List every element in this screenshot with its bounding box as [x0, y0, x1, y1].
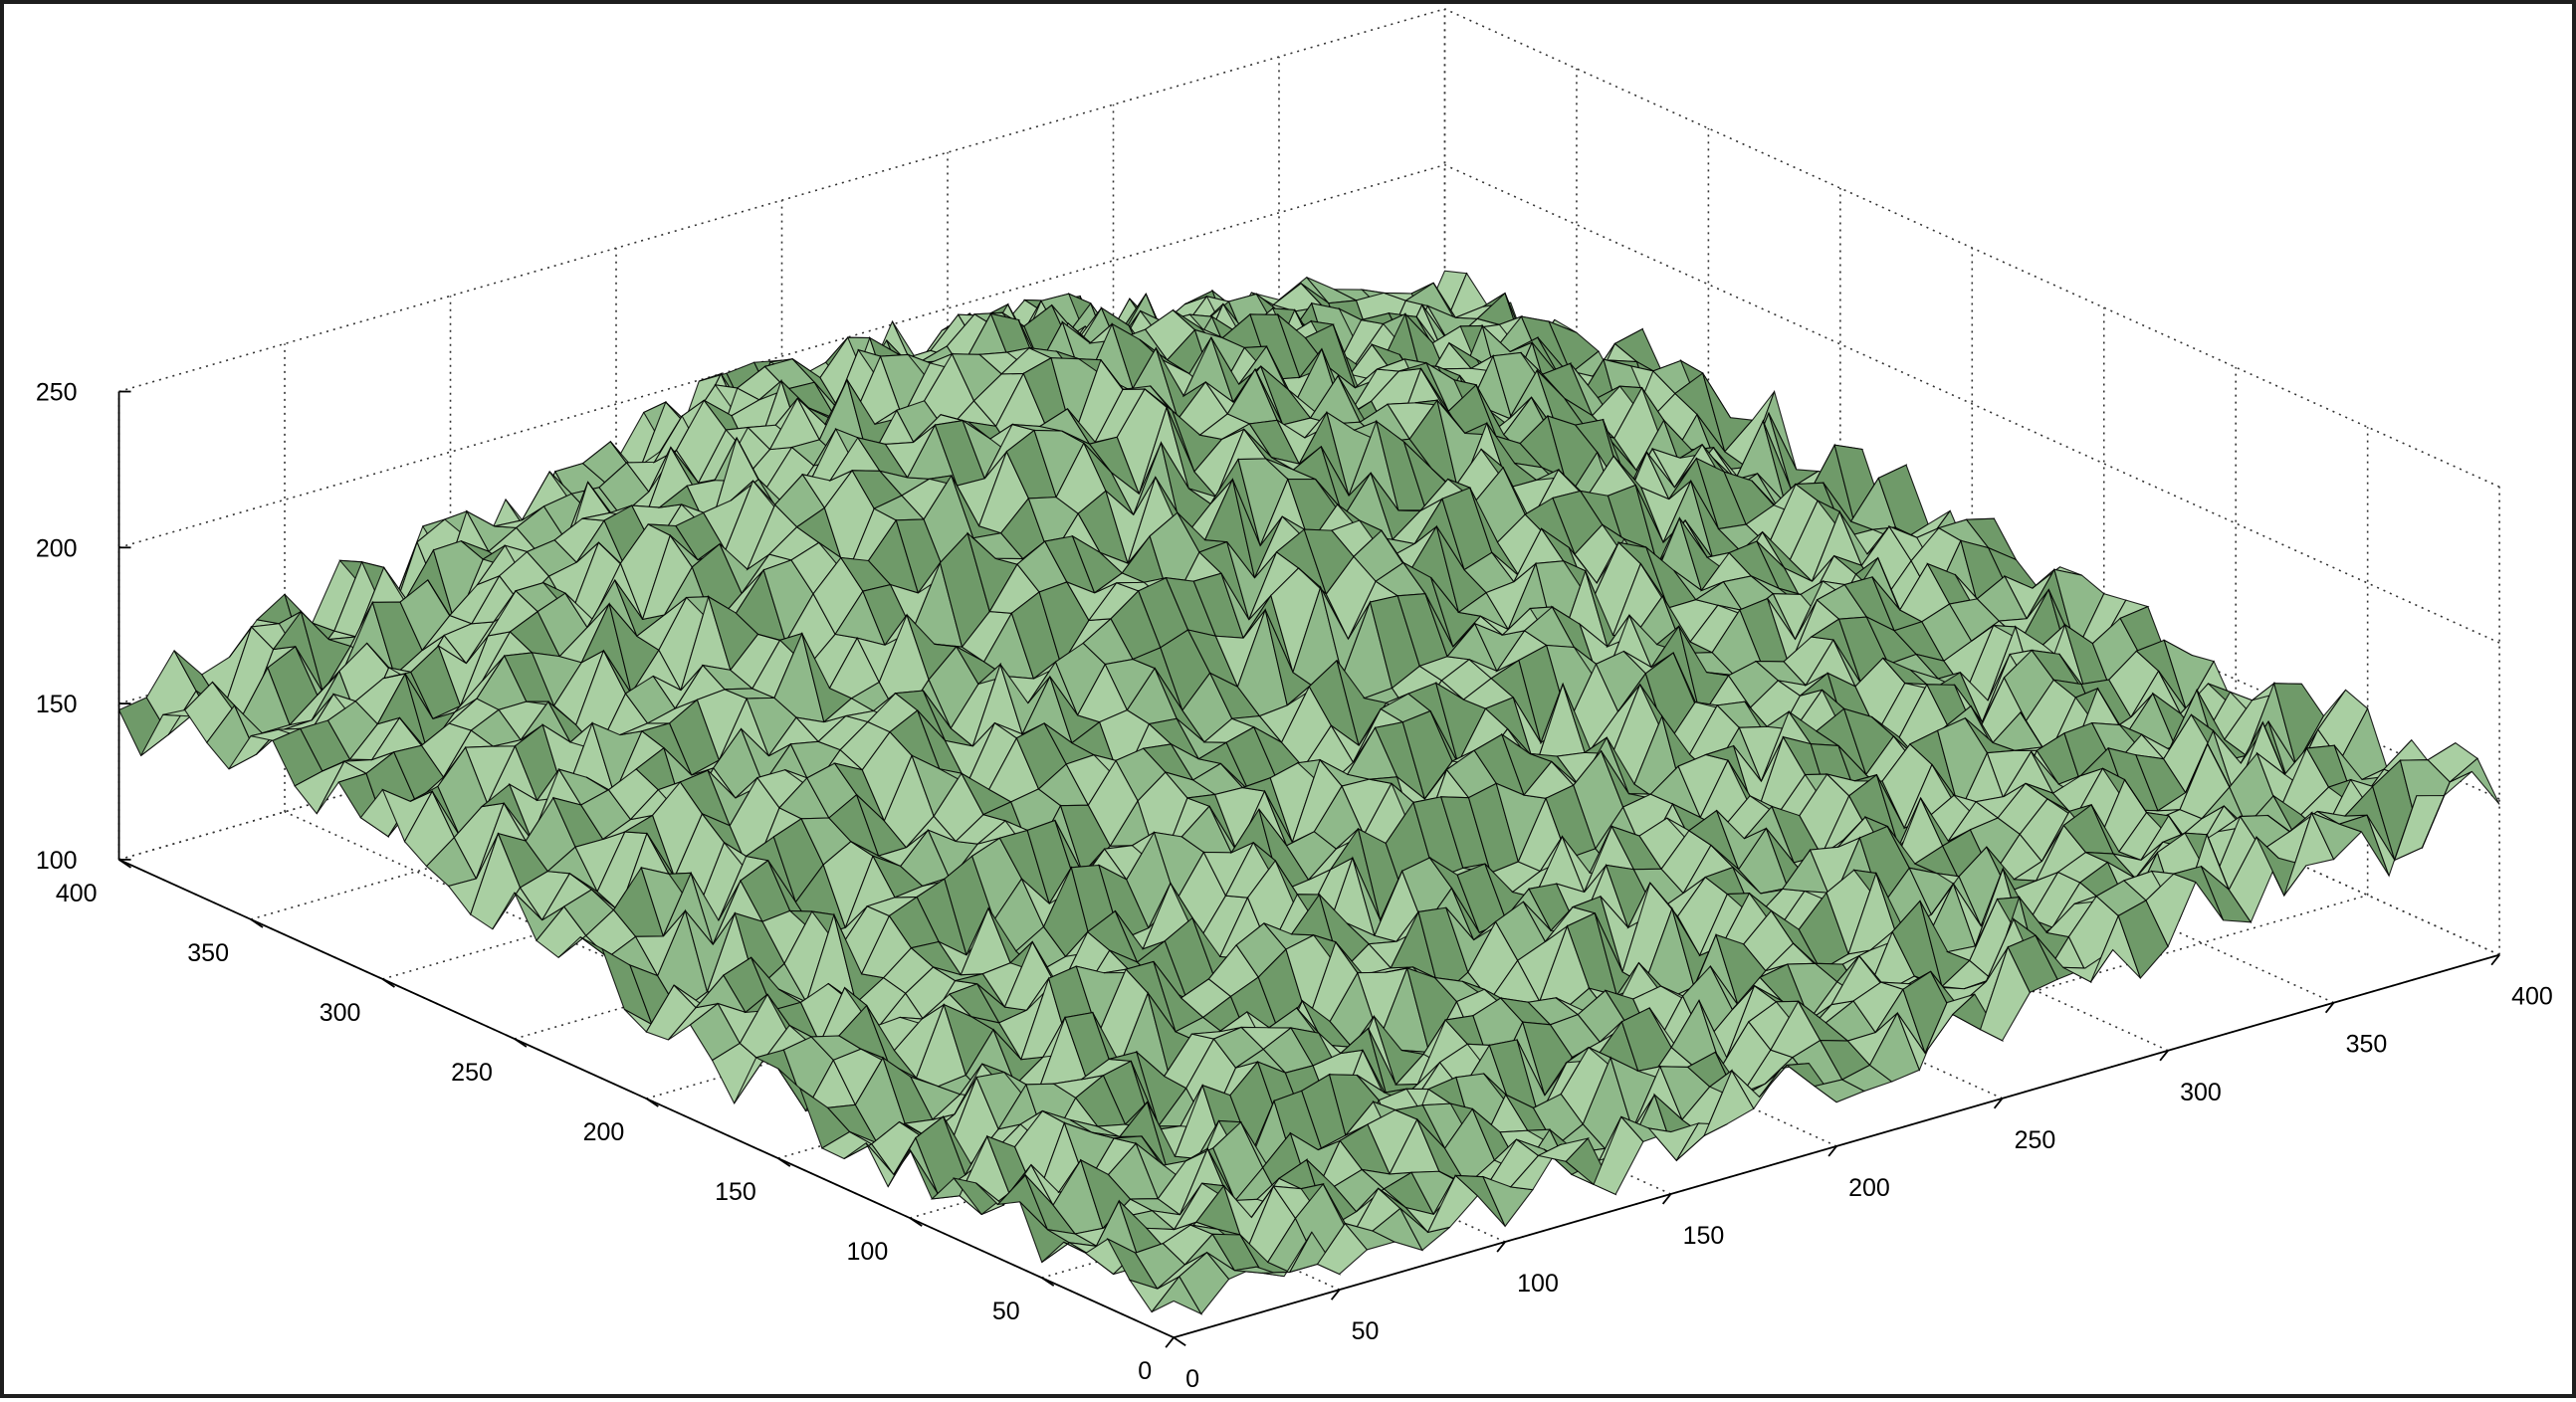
z-tick-label: 200 — [36, 534, 78, 562]
x-tick-label: 300 — [2180, 1079, 2222, 1106]
x-tick-mark — [1661, 1193, 1672, 1205]
x-tick-label: 100 — [1517, 1270, 1559, 1298]
y-tick-mark — [645, 1098, 659, 1107]
z-tick-label: 150 — [36, 691, 78, 718]
surface-mesh — [117, 270, 2500, 1315]
y-tick-mark — [1173, 1336, 1186, 1346]
y-tick-label: 300 — [320, 999, 361, 1027]
y-tick-mark — [777, 1157, 791, 1167]
y-tick-label: 250 — [451, 1059, 493, 1087]
backwall-grid-z — [118, 8, 1445, 393]
x-tick-mark — [1330, 1289, 1341, 1301]
z-tick-label: 100 — [36, 847, 78, 875]
x-tick-label: 0 — [1185, 1365, 1199, 1393]
y-tick-label: 150 — [715, 1178, 756, 1206]
sidewall-grid-z — [1444, 8, 2500, 488]
x-tick-mark — [1165, 1336, 1175, 1348]
y-tick-label: 400 — [56, 880, 98, 907]
x-tick-mark — [1827, 1145, 1837, 1157]
y-tick-label: 200 — [583, 1118, 625, 1146]
surface-patch — [2449, 757, 2500, 805]
z-tick-label: 250 — [36, 379, 78, 407]
x-tick-mark — [2490, 954, 2500, 966]
y-tick-label: 0 — [1138, 1357, 1152, 1385]
x-tick-label: 350 — [2346, 1031, 2388, 1059]
x-tick-label: 200 — [1848, 1174, 1890, 1202]
x-tick-mark — [1993, 1098, 2004, 1109]
x-tick-label: 50 — [1352, 1317, 1380, 1345]
axis-lines — [117, 390, 2500, 1348]
y-tick-mark — [1041, 1277, 1055, 1287]
y-tick-mark — [118, 859, 132, 869]
x-tick-label: 250 — [2015, 1126, 2056, 1154]
x-tick-mark — [2159, 1050, 2169, 1062]
surface-plot: 0 50 100 150 200 250 300 350 400 0 50 100 150 200 250 3… — [36, 8, 2553, 1394]
y-tick-mark — [909, 1217, 923, 1227]
tick-labels: 0 50 100 150 200 250 300 350 400 0 50 100 150 200 250 3… — [36, 379, 2553, 1394]
y-tick-mark — [381, 978, 395, 988]
x-tick-label: 150 — [1683, 1222, 1725, 1250]
x-tick-label: 400 — [2511, 983, 2553, 1011]
y-tick-mark — [514, 1038, 528, 1048]
y-tick-label: 100 — [847, 1238, 889, 1266]
x-tick-mark — [2324, 1002, 2335, 1014]
backwall-grid-z — [118, 163, 1445, 549]
y-tick-mark — [250, 918, 264, 928]
sidewall-grid-z — [1444, 164, 2500, 644]
y-tick-label: 350 — [187, 939, 229, 967]
x-tick-mark — [1496, 1241, 1506, 1253]
y-tick-label: 50 — [992, 1298, 1020, 1325]
